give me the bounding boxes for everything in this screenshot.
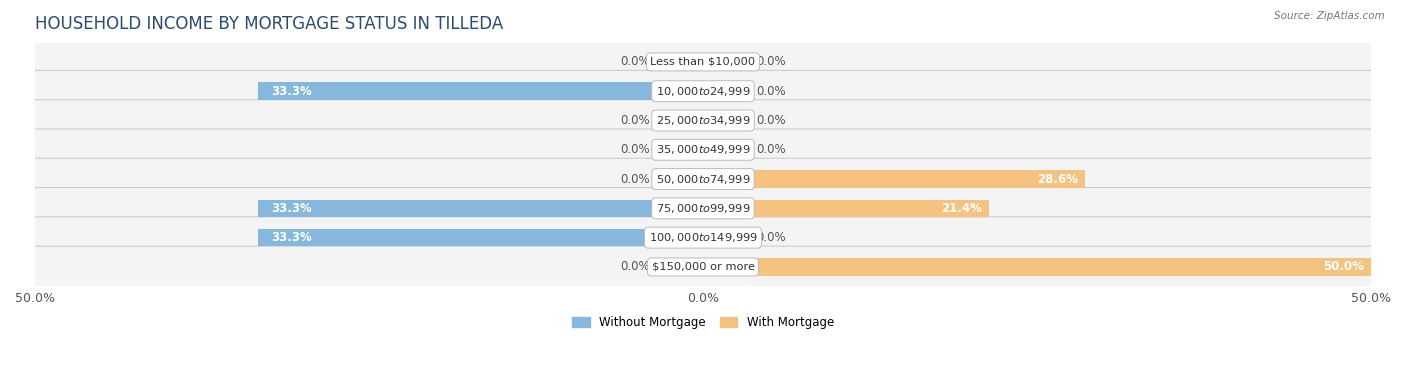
Bar <box>703 170 1085 188</box>
Bar <box>703 229 749 246</box>
Bar <box>703 82 749 100</box>
FancyBboxPatch shape <box>24 246 1382 288</box>
Bar <box>259 200 703 217</box>
Bar <box>259 229 703 246</box>
Bar <box>703 112 749 129</box>
Text: HOUSEHOLD INCOME BY MORTGAGE STATUS IN TILLEDA: HOUSEHOLD INCOME BY MORTGAGE STATUS IN T… <box>35 15 503 33</box>
Text: 33.3%: 33.3% <box>271 85 312 98</box>
Text: 0.0%: 0.0% <box>620 114 650 127</box>
FancyBboxPatch shape <box>24 158 1382 200</box>
FancyBboxPatch shape <box>24 100 1382 141</box>
Text: 33.3%: 33.3% <box>271 202 312 215</box>
Text: $50,000 to $74,999: $50,000 to $74,999 <box>655 173 751 186</box>
Text: 50.0%: 50.0% <box>1323 260 1364 273</box>
Text: 33.3%: 33.3% <box>271 231 312 244</box>
Text: $100,000 to $149,999: $100,000 to $149,999 <box>648 231 758 244</box>
Bar <box>259 82 703 100</box>
Text: $25,000 to $34,999: $25,000 to $34,999 <box>655 114 751 127</box>
Text: 0.0%: 0.0% <box>756 114 786 127</box>
Bar <box>703 141 749 159</box>
Text: 0.0%: 0.0% <box>620 56 650 68</box>
FancyBboxPatch shape <box>24 41 1382 83</box>
Text: Source: ZipAtlas.com: Source: ZipAtlas.com <box>1274 11 1385 21</box>
Text: 0.0%: 0.0% <box>620 173 650 186</box>
Bar <box>657 170 703 188</box>
Text: 0.0%: 0.0% <box>620 260 650 273</box>
Text: 0.0%: 0.0% <box>756 56 786 68</box>
Bar <box>703 258 1371 276</box>
Bar <box>703 53 749 71</box>
Text: 0.0%: 0.0% <box>756 85 786 98</box>
Text: $35,000 to $49,999: $35,000 to $49,999 <box>655 143 751 156</box>
Text: Less than $10,000: Less than $10,000 <box>651 57 755 67</box>
FancyBboxPatch shape <box>24 187 1382 229</box>
FancyBboxPatch shape <box>24 129 1382 170</box>
Text: 0.0%: 0.0% <box>756 143 786 156</box>
Bar <box>657 112 703 129</box>
Text: 28.6%: 28.6% <box>1038 173 1078 186</box>
Text: $75,000 to $99,999: $75,000 to $99,999 <box>655 202 751 215</box>
Bar <box>657 53 703 71</box>
Text: $150,000 or more: $150,000 or more <box>651 262 755 272</box>
Text: 0.0%: 0.0% <box>620 143 650 156</box>
FancyBboxPatch shape <box>24 217 1382 259</box>
FancyBboxPatch shape <box>24 70 1382 112</box>
Text: 21.4%: 21.4% <box>942 202 983 215</box>
Text: 0.0%: 0.0% <box>756 231 786 244</box>
Legend: Without Mortgage, With Mortgage: Without Mortgage, With Mortgage <box>567 311 839 333</box>
Text: $10,000 to $24,999: $10,000 to $24,999 <box>655 85 751 98</box>
Bar <box>657 258 703 276</box>
Bar <box>657 141 703 159</box>
Bar <box>703 200 988 217</box>
